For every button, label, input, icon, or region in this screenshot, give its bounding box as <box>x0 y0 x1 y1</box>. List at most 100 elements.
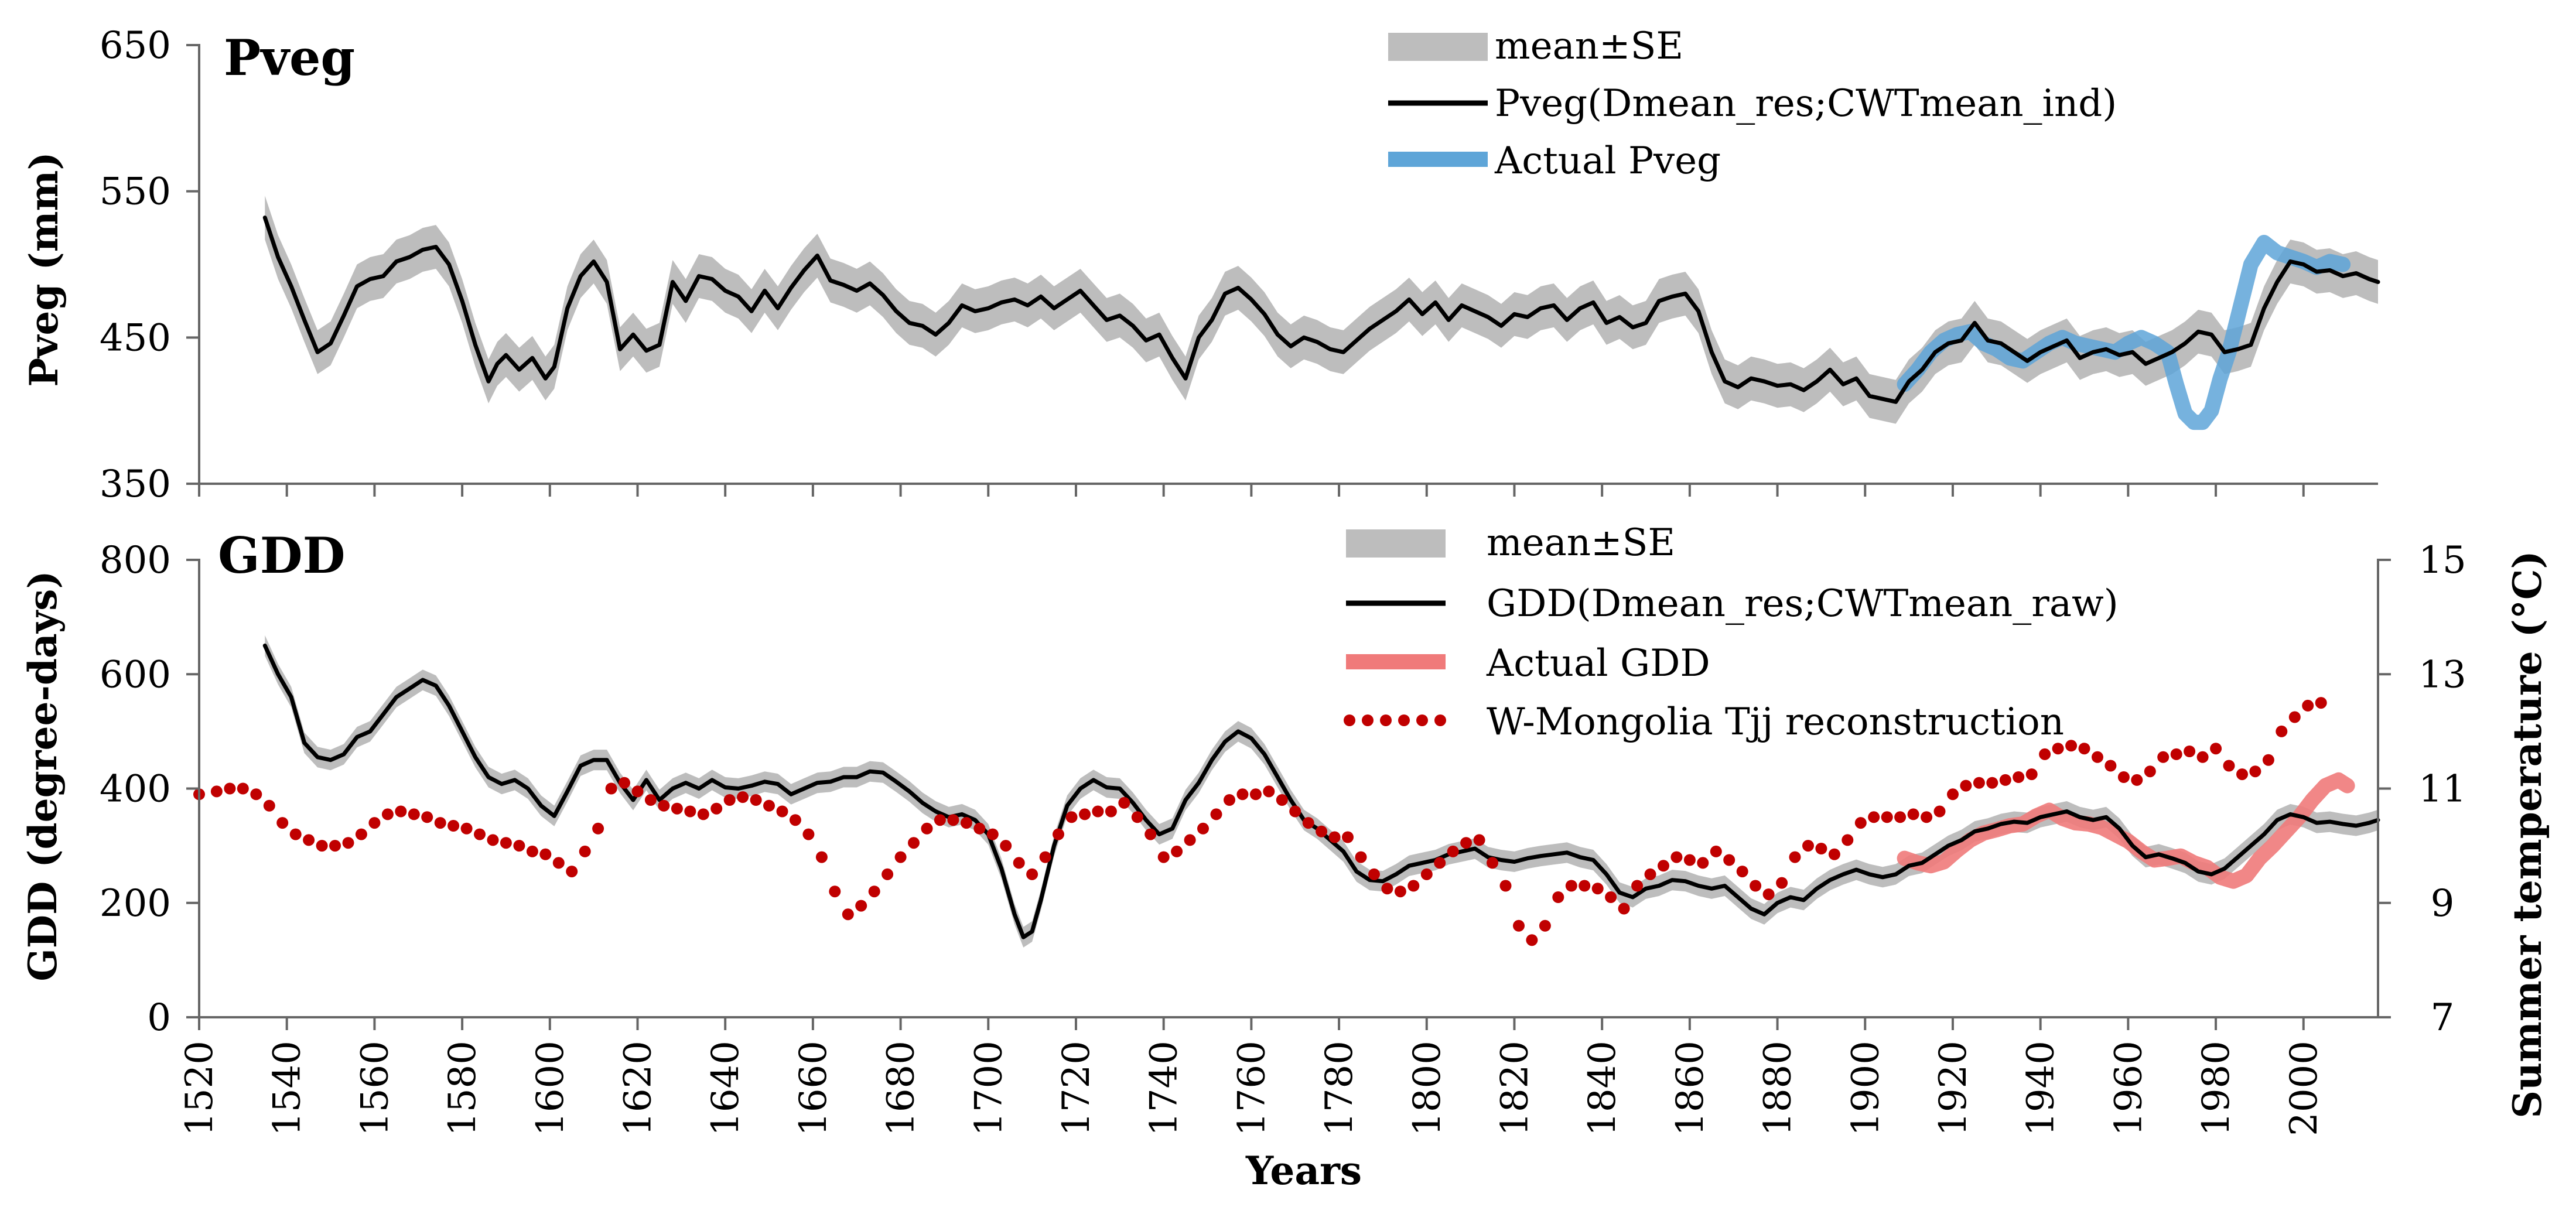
mongolia-point <box>960 817 972 829</box>
mongolia-point <box>1184 834 1196 846</box>
mongolia-point <box>1736 866 1748 878</box>
mongolia-point <box>947 814 959 826</box>
mongolia-point <box>303 834 315 846</box>
mongolia-point <box>1605 891 1617 903</box>
mongolia-point <box>802 828 815 840</box>
mongolia-point <box>1276 794 1288 806</box>
mongolia-point <box>1762 888 1775 901</box>
mongolia-point <box>2196 751 2209 763</box>
mongolia-point <box>1881 811 1893 823</box>
mongolia-point <box>697 808 709 820</box>
mongolia-point <box>1789 851 1801 863</box>
mongolia-point <box>355 828 367 840</box>
year-x-tick-label: 1640 <box>704 1041 747 1136</box>
mongolia-point <box>1420 868 1433 880</box>
mongolia-point <box>815 851 828 863</box>
mongolia-point <box>908 837 920 849</box>
gdd-legend: mean±SE GDD(Dmean_res;CWTmean_raw) Actua… <box>1344 521 2119 744</box>
mongolia-point <box>1513 919 1525 932</box>
mongolia-point <box>1776 877 1788 889</box>
mongolia-point <box>1447 845 1459 857</box>
gdd-y-tick-label: 400 <box>100 768 171 811</box>
mongolia-point <box>1539 919 1551 932</box>
mongolia-point <box>421 811 433 823</box>
mongolia-point <box>1224 794 1235 806</box>
mongolia-point <box>1131 811 1143 823</box>
mongolia-point <box>1933 805 1946 818</box>
mongolia-point <box>1723 854 1735 866</box>
mongolia-point <box>1683 854 1696 866</box>
pveg-y-tick-label: 550 <box>100 170 171 214</box>
mongolia-point <box>1079 808 1091 820</box>
mongolia-point <box>1579 880 1591 892</box>
mongolia-point <box>2144 765 2156 778</box>
pveg-y-tick-label: 350 <box>100 463 171 506</box>
temperature-y-tick-label: 9 <box>2431 882 2455 925</box>
mongolia-point <box>1658 860 1669 872</box>
pveg-series <box>262 216 2380 430</box>
year-x-tick-label: 1940 <box>2020 1041 2063 1136</box>
mongolia-point <box>1868 811 1880 823</box>
mongolia-point <box>1197 822 1209 835</box>
mongolia-point <box>1644 868 1656 880</box>
gdd-y-tick-label: 600 <box>100 653 171 696</box>
pveg-axes <box>198 44 2378 497</box>
mongolia-point <box>1302 817 1314 829</box>
mongolia-point <box>2104 760 2117 772</box>
mongolia-point <box>882 868 894 880</box>
year-x-tick-label: 1980 <box>2195 1041 2238 1136</box>
mongolia-point <box>474 828 486 840</box>
gdd-panel-title: GDD <box>218 526 345 584</box>
mongolia-point <box>2131 774 2143 786</box>
mongolia-point <box>1144 828 1157 840</box>
mongolia-point <box>2157 751 2170 763</box>
x-axis-label: Years <box>1245 1148 1362 1194</box>
mongolia-point <box>1355 851 1367 863</box>
actual-pveg-line <box>1897 235 2351 430</box>
mongolia-point <box>1289 805 1301 818</box>
year-x-tick-label: 1800 <box>1406 1041 1449 1136</box>
mongolia-point <box>2039 748 2051 760</box>
legend-mongolia-swatch <box>1344 714 1446 726</box>
year-x-tick-label: 1880 <box>1757 1041 1800 1136</box>
mongolia-point <box>1171 845 1183 857</box>
temperature-y-axis-label: Summer temperature (°C) <box>2505 550 2550 1118</box>
mongolia-point <box>1210 808 1222 820</box>
mongolia-point <box>263 799 275 812</box>
mongolia-point <box>605 782 617 795</box>
legend-label-gdd-recon: GDD(Dmean_res;CWTmean_raw) <box>1487 582 2119 625</box>
pveg-legend: mean±SE Pveg(Dmean_res;CWTmean_ind) Actu… <box>1388 25 2117 183</box>
mongolia-point <box>276 817 289 829</box>
mongolia-point <box>671 802 683 815</box>
mongolia-point <box>619 777 630 789</box>
gdd-se-band-area <box>265 635 2378 948</box>
mongolia-point <box>1907 808 1919 820</box>
year-x-tick-label: 1620 <box>617 1041 660 1136</box>
mongolia-point <box>1487 857 1498 869</box>
temperature-y-tick-label: 7 <box>2431 996 2455 1040</box>
pveg-panel: 350 450 550 650 Pveg Pveg (mm) mean±SE Pveg… <box>21 24 2380 506</box>
pveg-y-axis-label: Pveg (mm) <box>21 152 67 387</box>
mongolia-point <box>986 828 999 840</box>
year-x-tick-label: 1820 <box>1494 1041 1537 1136</box>
mongolia-point <box>2249 765 2261 778</box>
mongolia-point <box>2262 754 2274 766</box>
mongolia-point <box>1434 857 1446 869</box>
year-x-tick-label: 1680 <box>880 1041 923 1136</box>
mongolia-point <box>329 840 341 852</box>
mongolia-point <box>1065 811 1078 823</box>
mongolia-point <box>684 805 696 818</box>
mongolia-point <box>592 822 604 835</box>
mongolia-point <box>316 840 328 852</box>
legend-mongolia-dot <box>1344 714 1355 726</box>
mongolia-point <box>842 908 854 921</box>
mongolia-point <box>1236 788 1249 801</box>
legend-mongolia-dot <box>1362 714 1374 726</box>
year-x-tick-label: 1960 <box>2107 1041 2150 1136</box>
mongolia-point <box>1697 857 1709 869</box>
gdd-y-axis-label: GDD (degree-days) <box>20 570 66 981</box>
legend-label-mongolia: W-Mongolia Tjj reconstruction <box>1487 700 2064 744</box>
mongolia-point <box>737 791 749 803</box>
mongolia-point <box>381 808 394 820</box>
temperature-y-tick-label: 11 <box>2418 768 2466 811</box>
